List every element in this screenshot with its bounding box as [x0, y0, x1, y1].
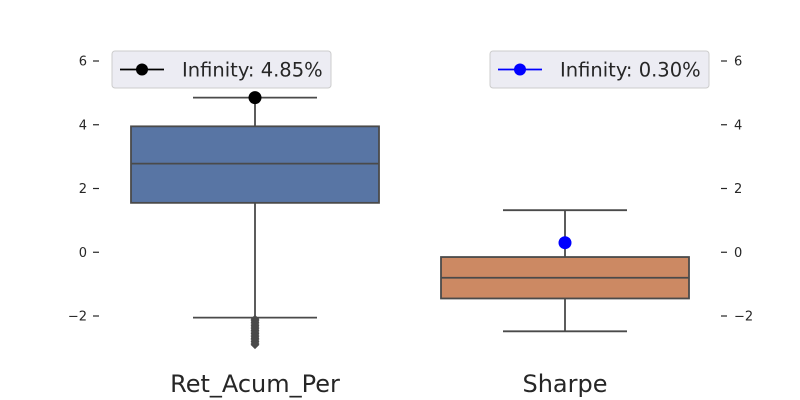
panel-sharpe: −2 0 2 4 6 Infinity: 0.30% Sharpe [440, 50, 753, 398]
legend-marker [514, 63, 526, 76]
panel-ret-acum-per: −2 0 2 4 6 Infinity: 4.85% Ret_Acum_Per [68, 50, 380, 398]
y-tick-label: 4 [79, 118, 87, 133]
y-tick-label: −2 [68, 310, 87, 325]
y-tick-label: 6 [79, 55, 87, 70]
y-tick-label: 2 [79, 182, 87, 197]
category-label: Ret_Acum_Per [170, 370, 340, 398]
y-tick-label: 0 [734, 246, 742, 261]
marker-point [248, 91, 262, 105]
legend-label: Infinity: 0.30% [560, 59, 701, 82]
y-tick-label: 0 [79, 246, 87, 261]
box-iqr [130, 125, 380, 204]
marker-point [558, 236, 572, 250]
y-tick-label: −2 [734, 310, 753, 325]
y-tick-label: 2 [734, 182, 742, 197]
outlier-point [250, 340, 260, 350]
y-tick-label: 4 [734, 118, 742, 133]
y-tick-label: 6 [734, 55, 742, 70]
category-label: Sharpe [522, 370, 607, 398]
legend-label: Infinity: 4.85% [182, 59, 323, 82]
legend-box [111, 50, 332, 89]
legend-box [489, 50, 710, 89]
legend-marker [136, 63, 148, 76]
